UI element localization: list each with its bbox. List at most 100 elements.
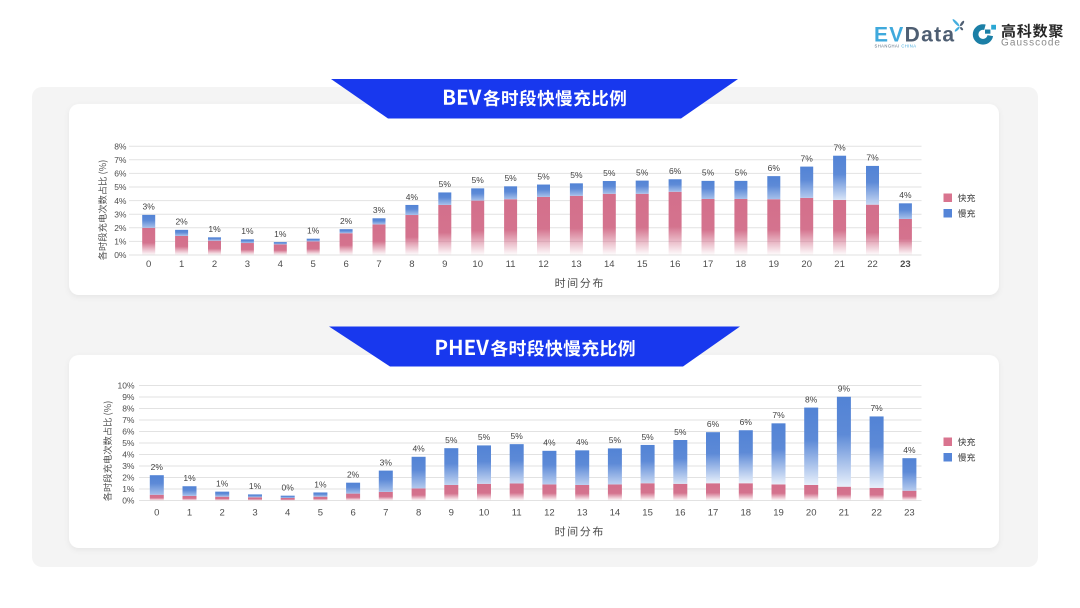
svg-text:7%: 7% bbox=[114, 155, 127, 165]
svg-text:8%: 8% bbox=[122, 404, 135, 414]
svg-text:11: 11 bbox=[506, 259, 516, 270]
svg-text:4%: 4% bbox=[406, 192, 419, 202]
svg-text:22: 22 bbox=[867, 259, 878, 270]
svg-text:5%: 5% bbox=[570, 170, 583, 180]
svg-text:20: 20 bbox=[806, 508, 817, 519]
svg-text:2%: 2% bbox=[114, 223, 127, 233]
svg-text:6%: 6% bbox=[707, 419, 720, 429]
svg-text:21: 21 bbox=[839, 508, 850, 519]
svg-text:18: 18 bbox=[736, 259, 747, 270]
svg-text:1%: 1% bbox=[114, 237, 127, 247]
svg-text:5%: 5% bbox=[114, 182, 127, 192]
svg-text:15: 15 bbox=[637, 259, 648, 270]
svg-text:5%: 5% bbox=[537, 171, 550, 181]
svg-text:8: 8 bbox=[409, 259, 414, 270]
svg-text:5: 5 bbox=[318, 508, 323, 519]
svg-text:10: 10 bbox=[479, 508, 490, 519]
svg-text:4%: 4% bbox=[543, 438, 556, 448]
svg-text:13: 13 bbox=[571, 259, 582, 270]
svg-text:4%: 4% bbox=[412, 444, 425, 454]
svg-text:1%: 1% bbox=[216, 478, 229, 488]
svg-text:5%: 5% bbox=[504, 173, 517, 183]
svg-text:6: 6 bbox=[350, 508, 355, 519]
svg-text:22: 22 bbox=[871, 508, 882, 519]
svg-text:0%: 0% bbox=[282, 482, 295, 492]
svg-text:9%: 9% bbox=[122, 392, 135, 402]
svg-text:3%: 3% bbox=[114, 209, 127, 219]
svg-text:6: 6 bbox=[343, 259, 348, 270]
svg-text:0: 0 bbox=[154, 508, 159, 519]
svg-text:13: 13 bbox=[577, 508, 588, 519]
svg-text:5%: 5% bbox=[445, 435, 458, 445]
svg-text:16: 16 bbox=[675, 508, 686, 519]
svg-text:21: 21 bbox=[834, 259, 845, 270]
svg-text:8%: 8% bbox=[805, 394, 818, 404]
svg-text:3: 3 bbox=[252, 508, 257, 519]
svg-text:3%: 3% bbox=[122, 461, 135, 471]
svg-text:4%: 4% bbox=[899, 190, 912, 200]
svg-text:1%: 1% bbox=[307, 225, 320, 235]
svg-text:5%: 5% bbox=[702, 168, 715, 178]
svg-text:6%: 6% bbox=[122, 427, 135, 437]
svg-text:4%: 4% bbox=[903, 445, 916, 455]
svg-text:7: 7 bbox=[376, 259, 381, 270]
svg-text:17: 17 bbox=[703, 259, 714, 270]
svg-text:11: 11 bbox=[512, 508, 522, 519]
svg-text:0: 0 bbox=[146, 259, 151, 270]
svg-text:7%: 7% bbox=[801, 153, 814, 163]
svg-text:1%: 1% bbox=[208, 224, 221, 234]
svg-text:7%: 7% bbox=[870, 403, 883, 413]
svg-text:4%: 4% bbox=[122, 450, 135, 460]
svg-text:4%: 4% bbox=[576, 437, 589, 447]
svg-text:1%: 1% bbox=[122, 484, 135, 494]
svg-text:5%: 5% bbox=[674, 427, 687, 437]
svg-text:2%: 2% bbox=[151, 462, 164, 472]
svg-text:1%: 1% bbox=[274, 229, 287, 239]
svg-text:5%: 5% bbox=[472, 175, 485, 185]
svg-text:5%: 5% bbox=[735, 168, 748, 178]
svg-text:4%: 4% bbox=[114, 196, 127, 206]
svg-text:2%: 2% bbox=[175, 217, 188, 227]
svg-text:7%: 7% bbox=[122, 415, 135, 425]
svg-text:3: 3 bbox=[245, 259, 250, 270]
svg-text:1%: 1% bbox=[314, 479, 327, 489]
svg-text:3%: 3% bbox=[380, 457, 393, 467]
svg-text:18: 18 bbox=[741, 508, 752, 519]
svg-text:14: 14 bbox=[610, 508, 621, 519]
svg-text:9: 9 bbox=[442, 259, 447, 270]
svg-text:1%: 1% bbox=[241, 226, 254, 236]
svg-text:23: 23 bbox=[904, 508, 915, 519]
svg-text:9%: 9% bbox=[838, 384, 851, 394]
svg-text:9: 9 bbox=[449, 508, 454, 519]
svg-text:1: 1 bbox=[187, 508, 192, 519]
svg-text:20: 20 bbox=[801, 259, 812, 270]
svg-text:8: 8 bbox=[416, 508, 421, 519]
svg-text:2%: 2% bbox=[122, 473, 135, 483]
svg-text:1%: 1% bbox=[183, 473, 196, 483]
svg-text:6%: 6% bbox=[669, 166, 682, 176]
svg-text:2: 2 bbox=[212, 259, 217, 270]
svg-text:5%: 5% bbox=[122, 438, 135, 448]
svg-text:19: 19 bbox=[773, 508, 784, 519]
svg-text:6%: 6% bbox=[740, 417, 753, 427]
svg-text:7%: 7% bbox=[772, 410, 785, 420]
svg-text:10%: 10% bbox=[117, 381, 134, 391]
svg-text:12: 12 bbox=[538, 259, 549, 270]
svg-text:3%: 3% bbox=[143, 202, 156, 212]
svg-text:1%: 1% bbox=[249, 481, 262, 491]
svg-text:16: 16 bbox=[670, 259, 681, 270]
svg-text:SHANGHAI CHINA: SHANGHAI CHINA bbox=[875, 44, 917, 49]
svg-text:Gausscode: Gausscode bbox=[1001, 37, 1061, 48]
svg-text:5%: 5% bbox=[641, 432, 654, 442]
svg-text:0%: 0% bbox=[114, 250, 127, 260]
svg-text:6%: 6% bbox=[768, 163, 781, 173]
svg-text:2%: 2% bbox=[340, 216, 353, 226]
svg-text:17: 17 bbox=[708, 508, 719, 519]
svg-text:10: 10 bbox=[472, 259, 483, 270]
svg-text:15: 15 bbox=[642, 508, 653, 519]
svg-text:2: 2 bbox=[220, 508, 225, 519]
svg-text:14: 14 bbox=[604, 259, 615, 270]
svg-text:23: 23 bbox=[900, 259, 911, 270]
svg-text:7%: 7% bbox=[866, 153, 879, 163]
svg-text:3%: 3% bbox=[373, 205, 386, 215]
